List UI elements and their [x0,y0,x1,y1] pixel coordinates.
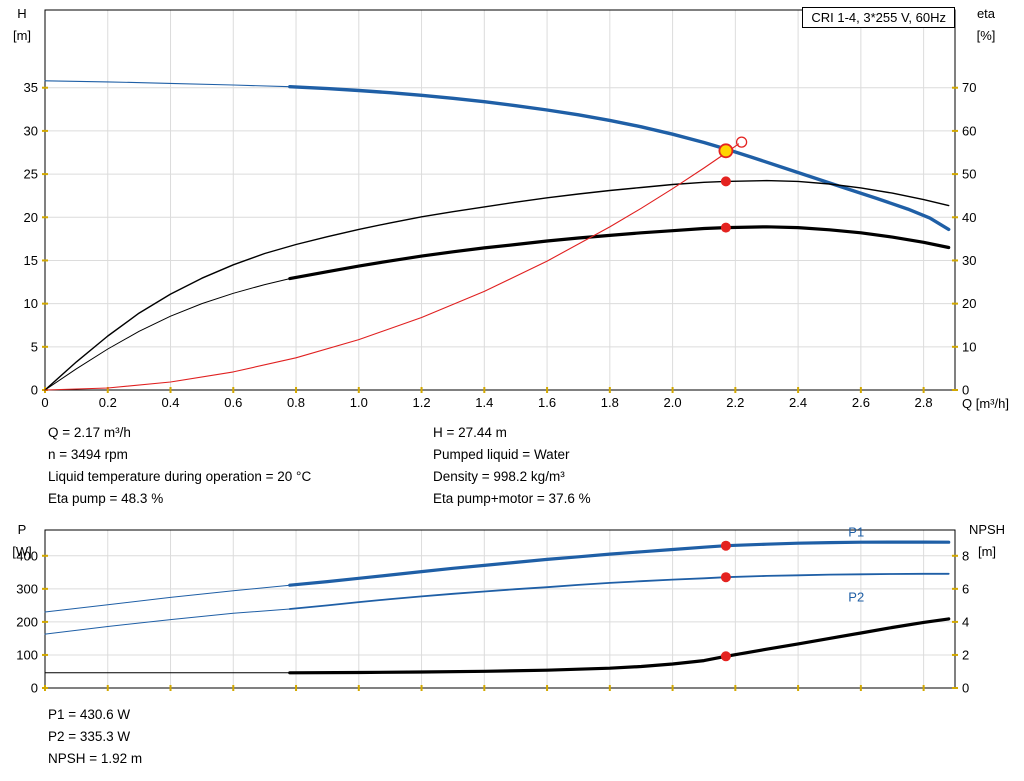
y-left-tick-label: 30 [24,123,38,138]
operating-data-left: Q = 2.17 m³/h n = 3494 rpm Liquid temper… [48,422,311,510]
result-npsh: NPSH = 1.92 m [48,751,143,766]
info-eta-pump: Eta pump = 48.3 % [48,491,164,506]
x-tick-label: 1.8 [601,395,619,410]
duty-point-p2[interactable] [720,572,731,583]
operating-data-right: H = 27.44 m Pumped liquid = Water Densit… [433,422,591,510]
info-flow: Q = 2.17 m³/h [48,425,131,440]
y-left-tick-label: 0 [31,681,38,696]
x-tick-label: 2.4 [789,395,807,410]
y-right-tick-label: 40 [962,210,976,225]
x-tick-label: 2.0 [664,395,682,410]
requested-duty-point[interactable] [735,136,748,148]
info-density: Density = 998.2 kg/m³ [433,469,565,484]
y-right-tick-label: 8 [962,548,969,563]
duty-point-npsh[interactable] [720,651,731,662]
y-right-tick-label: 4 [962,614,969,629]
x-tick-label: 0 [41,395,48,410]
y-left-tick-label: 100 [16,647,38,662]
x-tick-label: 1.4 [475,395,493,410]
power-npsh-chart[interactable]: P1 P2 0 100 200 300 400 0 2 4 6 8 [0,518,1024,726]
y-right-tick-label: 60 [962,123,976,138]
x-tick-label: 0.4 [161,395,179,410]
series-head-curve [288,85,951,232]
y-left-tick-label: 5 [31,339,38,354]
y-left-tick-label: 35 [24,80,38,95]
y-left-tick-label: 0 [31,383,38,398]
series-head-curve-lead [44,80,291,88]
pump-title-box: CRI 1-4, 3*255 V, 60Hz [802,7,955,28]
y-left-tick-label: 15 [24,253,38,268]
y-right-tick-label: 20 [962,296,976,311]
y-left-tick-label: 10 [24,296,38,311]
y-right-tick-label: 50 [962,167,976,182]
x-tick-label: 1.2 [413,395,431,410]
y-left-tick-label: 25 [24,167,38,182]
q-axis-title: Q [m³/h] [962,396,1009,411]
x-tick-label: 2.6 [852,395,870,410]
power-npsh-chart-svg: P1 P2 0 100 200 300 400 0 2 4 6 8 [16,525,969,696]
duty-point-eta-pump[interactable] [720,176,731,187]
eta-axis-title: eta [976,6,996,21]
y-right-tick-label: 30 [962,253,976,268]
duty-point-p1[interactable] [720,540,731,551]
x-tick-label: 0.8 [287,395,305,410]
series-system-curve [44,143,740,391]
x-tick-label: 2.2 [726,395,744,410]
results-panel: P1 = 430.6 W P2 = 335.3 W NPSH = 1.92 m [48,704,142,770]
p-axis-title: P [17,522,27,537]
info-eta-pump-motor: Eta pump+motor = 37.6 % [433,491,591,506]
info-head: H = 27.44 m [433,425,507,440]
series-eta-pump-motor-curve [288,225,951,281]
eta-axis-unit: [%] [976,28,996,43]
y-left-tick-label: 400 [16,548,38,563]
h-axis-unit: [m] [12,28,32,43]
curve-label-P1: P1 [848,525,864,540]
series-p2-curve-lead [44,608,291,635]
series-p2-curve [288,572,950,610]
y-left-tick-label: 20 [24,210,38,225]
series-p1-curve [288,540,951,587]
series-p1-curve-lead [44,584,291,613]
info-liquid: Pumped liquid = Water [433,447,570,462]
x-tick-label: 1.6 [538,395,556,410]
x-tick-label: 0.6 [224,395,242,410]
npsh-axis-unit: [m] [977,544,997,559]
series-npsh-curve [288,617,951,675]
duty-point[interactable] [718,143,734,159]
y-right-tick-label: 6 [962,581,969,596]
x-tick-label: 2.8 [915,395,933,410]
qh-eta-chart-svg: 0 0.2 0.4 0.6 0.8 1.0 1.2 1.4 1.6 1.8 2.0 2.2 2.4 2.6… [24,9,976,410]
y-left-tick-label: 300 [16,581,38,596]
series-eta-pump-motor-lead [44,278,291,391]
y-right-tick-label: 0 [962,681,969,696]
y-right-tick-label: 0 [962,383,969,398]
curve-label-P2: P2 [848,589,864,604]
series-eta-pump-curve [44,179,950,391]
y-right-tick-label: 70 [962,80,976,95]
qh-eta-chart[interactable]: 0 0.2 0.4 0.6 0.8 1.0 1.2 1.4 1.6 1.8 2.0 2.2 2.4 2.6… [0,0,1024,420]
result-p2: P2 = 335.3 W [48,729,131,744]
p-axis-unit: [W] [12,544,32,559]
y-right-tick-label: 10 [962,339,976,354]
y-left-tick-label: 200 [16,614,38,629]
x-tick-label: 0.2 [99,395,117,410]
duty-point-eta-motor[interactable] [720,222,731,233]
h-axis-title: H [17,6,27,21]
info-speed: n = 3494 rpm [48,447,128,462]
npsh-axis-title: NPSH [968,522,1006,537]
result-p1: P1 = 430.6 W [48,707,131,722]
y-right-tick-label: 2 [962,647,969,662]
x-tick-label: 1.0 [350,395,368,410]
info-temperature: Liquid temperature during operation = 20… [48,469,312,484]
